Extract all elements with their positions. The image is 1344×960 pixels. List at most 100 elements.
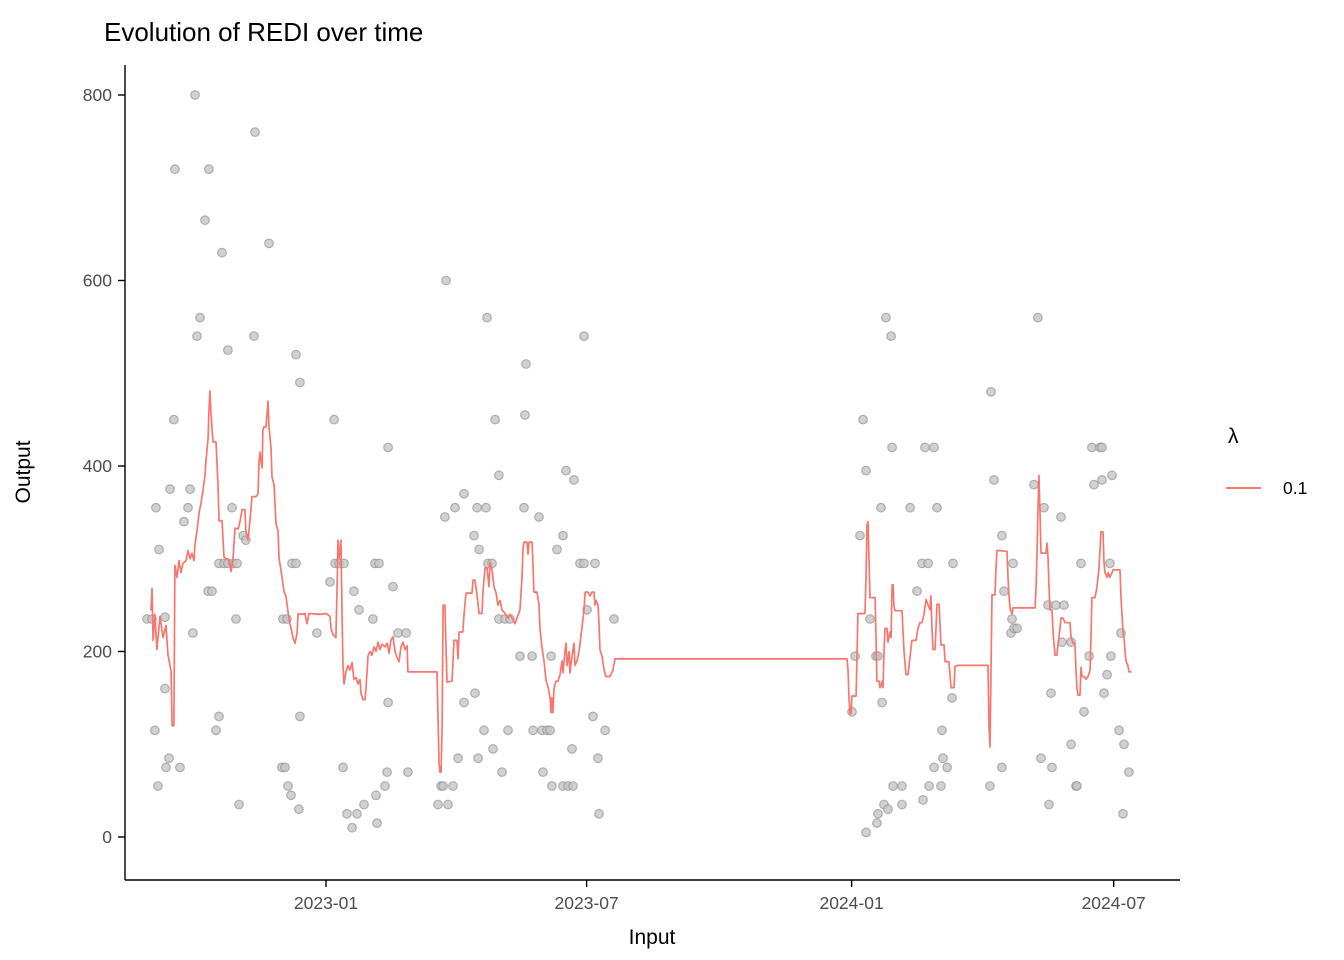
scatter-point — [295, 711, 305, 722]
scatter-point — [283, 781, 293, 791]
scatter-point — [558, 530, 568, 541]
scatter-point — [1044, 799, 1054, 810]
scatter-point — [1050, 600, 1061, 610]
scatter-point — [881, 312, 891, 323]
scatter-point — [1039, 502, 1049, 513]
scatter-point — [192, 331, 202, 342]
scatter-point — [222, 345, 233, 356]
chart-title: Evolution of REDI over time — [104, 17, 423, 47]
scatter-point — [380, 781, 390, 791]
legend: λ 0.1 — [1226, 425, 1307, 498]
scatter-point — [470, 688, 480, 699]
scatter-point — [286, 790, 296, 801]
scatter-point — [490, 414, 501, 425]
scatter-point — [325, 577, 335, 587]
scatter-point — [473, 753, 484, 764]
scatter-point — [861, 827, 871, 838]
scatter-point — [1079, 706, 1089, 717]
scatter-point — [1119, 739, 1129, 750]
x-tick-label: 2024-01 — [819, 893, 883, 913]
scatter-point — [474, 544, 485, 555]
scatter-point — [579, 558, 589, 569]
scatter-point — [1059, 600, 1069, 610]
scatter-point — [937, 725, 947, 736]
scatter-point — [876, 502, 886, 513]
scatter-point — [897, 799, 907, 810]
scatter-point — [401, 628, 412, 638]
scatter-point — [923, 558, 933, 569]
scatter-point — [912, 586, 922, 597]
scatter-point — [481, 502, 491, 513]
scatter-point — [249, 331, 259, 342]
scatter-point — [920, 442, 930, 453]
scatter-point — [459, 697, 469, 708]
scatter-point — [590, 558, 600, 569]
scatter-point — [294, 804, 304, 815]
scatter-point — [886, 331, 896, 342]
scatter-point — [443, 799, 453, 810]
scatter-point — [160, 612, 170, 623]
scatter-point — [227, 502, 237, 513]
scatter-point — [942, 762, 952, 773]
scatter-point — [175, 762, 185, 773]
scatter-point — [929, 442, 939, 453]
scatter-point — [342, 808, 352, 819]
scatter-point — [433, 799, 443, 810]
scatter-point — [1008, 558, 1018, 569]
scatter-point — [924, 781, 934, 791]
scatter-point — [520, 410, 530, 420]
scatter-point — [338, 762, 348, 773]
scatter-point — [368, 614, 378, 624]
y-tick-label: 600 — [83, 271, 112, 291]
scatter-point — [534, 512, 544, 522]
scatter-point — [997, 530, 1007, 541]
legend-entry-label: 0.1 — [1283, 478, 1307, 498]
scatter-point — [545, 725, 555, 736]
scatter-point — [150, 502, 161, 513]
scatter-point — [877, 697, 887, 708]
scatter-point — [568, 781, 578, 791]
scatter-point — [1056, 512, 1066, 522]
scatter-point — [1046, 688, 1056, 699]
scatter-point — [382, 767, 393, 777]
scatter-point — [997, 762, 1007, 773]
y-tick-label: 400 — [83, 456, 112, 476]
scatter-point — [200, 215, 210, 226]
scatter-point — [1114, 725, 1124, 736]
scatter-point — [291, 558, 301, 569]
scatter-point — [567, 744, 577, 754]
scatter-point — [1099, 688, 1109, 699]
scatter-point — [203, 164, 214, 175]
scatter-point — [231, 614, 241, 624]
scatter-point — [947, 693, 957, 703]
scatter-point — [1102, 669, 1112, 680]
scatter-point — [232, 558, 242, 569]
scatter-point — [312, 628, 322, 638]
scatter-point — [179, 516, 189, 527]
scatter-point — [873, 808, 883, 819]
scatter-point — [579, 331, 589, 342]
scatter-point — [295, 377, 305, 388]
scatter-point — [393, 628, 403, 638]
scatter-point — [609, 614, 619, 624]
scatter-point — [546, 651, 556, 661]
y-tick-label: 200 — [83, 642, 112, 662]
scatter-point — [936, 781, 946, 791]
scatter-point — [989, 475, 999, 485]
scatter-point — [190, 90, 200, 100]
scatter-point — [1089, 479, 1099, 490]
scatter-point — [938, 753, 948, 764]
scatter-point — [569, 475, 579, 485]
scatter-point — [1072, 781, 1082, 791]
scatter-point — [897, 781, 907, 791]
scatter-point — [372, 818, 382, 828]
scatter-point — [264, 238, 274, 249]
scatter-point — [986, 386, 996, 397]
scatter-point — [905, 502, 915, 513]
scatter-point — [450, 502, 460, 513]
scatter-point — [855, 530, 865, 541]
scatter-point — [547, 781, 557, 791]
scatter-point — [183, 502, 193, 513]
